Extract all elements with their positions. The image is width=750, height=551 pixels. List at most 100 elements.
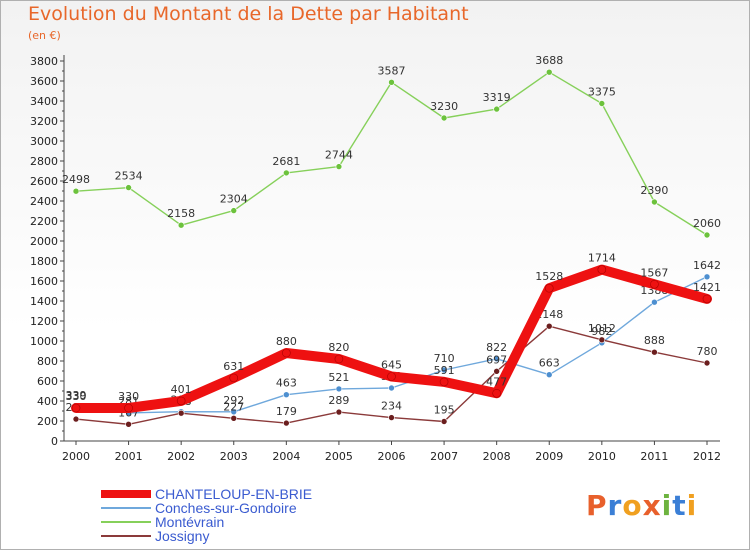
data-label-chanteloup-en-brie: 1714 xyxy=(588,252,616,265)
y-tick-label: 200 xyxy=(37,415,58,428)
data-label-chanteloup-en-brie: 330 xyxy=(118,390,139,403)
y-tick-label: 3000 xyxy=(30,135,58,148)
data-label-chanteloup-en-brie: 330 xyxy=(66,390,87,403)
point-montevrain xyxy=(703,231,711,239)
point-montevrain xyxy=(230,207,238,214)
data-label-montevrain: 2498 xyxy=(62,173,90,186)
data-label-chanteloup-en-brie: 880 xyxy=(276,335,297,348)
point-montevrain xyxy=(651,198,658,206)
x-tick-label: 2009 xyxy=(535,450,563,463)
point-montevrain xyxy=(125,184,132,191)
data-label-conches-sur-gondoire: 339 xyxy=(66,389,87,402)
point-conches-sur-gondoire xyxy=(545,371,553,379)
point-jossigny xyxy=(493,367,500,375)
data-label-chanteloup-en-brie: 1528 xyxy=(535,270,563,283)
point-conches-sur-gondoire xyxy=(335,385,343,393)
chart-title: Evolution du Montant de la Dette par Hab… xyxy=(28,3,469,25)
point-chanteloup-en-brie xyxy=(176,396,186,406)
x-tick-label: 2000 xyxy=(62,450,90,463)
data-label-chanteloup-en-brie: 1421 xyxy=(693,281,721,294)
x-tick-label: 2008 xyxy=(483,450,511,463)
x-tick-label: 2011 xyxy=(640,450,668,463)
y-tick-label: 1000 xyxy=(30,335,58,348)
point-chanteloup-en-brie xyxy=(282,348,291,358)
data-label-conches-sur-gondoire: 1642 xyxy=(693,259,721,272)
point-jossigny xyxy=(703,359,711,367)
data-label-conches-sur-gondoire: 982 xyxy=(591,325,612,338)
x-tick-label: 2012 xyxy=(693,450,721,463)
point-conches-sur-gondoire xyxy=(230,408,238,416)
point-jossigny xyxy=(651,348,658,356)
point-jossigny xyxy=(335,408,343,416)
data-label-jossigny: 1012 xyxy=(588,322,616,335)
y-tick-label: 3600 xyxy=(30,75,58,88)
point-montevrain xyxy=(177,221,185,229)
y-tick-label: 600 xyxy=(37,375,58,388)
y-tick-label: 3800 xyxy=(30,55,58,68)
data-label-montevrain: 2060 xyxy=(693,217,721,230)
proxiti-logo: Proxiti xyxy=(586,489,698,522)
data-label-chanteloup-en-brie: 477 xyxy=(486,375,507,388)
data-label-conches-sur-gondoire: 521 xyxy=(328,371,349,384)
point-chanteloup-en-brie xyxy=(229,373,239,383)
y-tick-label: 2200 xyxy=(30,215,58,228)
data-label-montevrain: 2158 xyxy=(167,207,195,220)
x-tick-label: 2005 xyxy=(325,450,353,463)
data-label-chanteloup-en-brie: 631 xyxy=(223,360,244,373)
point-montevrain xyxy=(440,114,448,122)
data-label-montevrain: 2744 xyxy=(325,149,353,162)
legend-label-conches-sur-gondoire: Conches-sur-Gondoire xyxy=(155,500,297,516)
y-tick-label: 1800 xyxy=(30,255,58,268)
point-jossigny xyxy=(230,414,238,422)
data-label-montevrain: 3375 xyxy=(588,86,616,99)
chart-subtitle: (en €) xyxy=(28,29,61,42)
point-jossigny xyxy=(388,414,395,421)
point-chanteloup-en-brie xyxy=(544,283,554,293)
point-montevrain xyxy=(598,100,606,107)
x-tick-label: 2002 xyxy=(167,450,195,463)
data-label-jossigny: 195 xyxy=(434,404,455,417)
point-chanteloup-en-brie xyxy=(597,265,607,274)
data-label-jossigny: 697 xyxy=(486,353,507,366)
point-conches-sur-gondoire xyxy=(283,391,290,399)
y-tick-label: 1400 xyxy=(30,295,58,308)
point-conches-sur-gondoire xyxy=(651,298,658,306)
y-tick-label: 2800 xyxy=(30,155,58,168)
x-tick-label: 2001 xyxy=(115,450,143,463)
point-conches-sur-gondoire xyxy=(493,355,500,363)
data-label-montevrain: 2534 xyxy=(115,170,143,183)
point-montevrain xyxy=(283,169,290,177)
point-jossigny xyxy=(72,415,80,423)
y-tick-label: 1600 xyxy=(30,275,58,288)
data-label-jossigny: 227 xyxy=(223,400,244,413)
data-label-montevrain: 2304 xyxy=(220,193,248,206)
point-montevrain xyxy=(545,68,553,76)
point-conches-sur-gondoire xyxy=(440,366,448,374)
point-chanteloup-en-brie xyxy=(124,403,133,413)
data-label-jossigny: 234 xyxy=(381,400,402,413)
y-tick-label: 3400 xyxy=(30,95,58,108)
point-conches-sur-gondoire xyxy=(388,384,395,392)
data-label-jossigny: 179 xyxy=(276,405,297,418)
data-label-conches-sur-gondoire: 663 xyxy=(539,357,560,370)
data-label-montevrain: 2681 xyxy=(272,155,300,168)
x-tick-label: 2007 xyxy=(430,450,458,463)
data-label-conches-sur-gondoire: 822 xyxy=(486,341,507,354)
y-tick-label: 3200 xyxy=(30,115,58,128)
point-chanteloup-en-brie xyxy=(492,388,501,398)
point-chanteloup-en-brie xyxy=(334,354,344,364)
x-tick-label: 2006 xyxy=(378,450,406,463)
point-jossigny xyxy=(545,322,553,330)
x-tick-label: 2004 xyxy=(272,450,300,463)
legend-label-jossigny: Jossigny xyxy=(155,528,209,544)
data-label-conches-sur-gondoire: 463 xyxy=(276,377,297,390)
point-montevrain xyxy=(72,187,80,195)
data-label-chanteloup-en-brie: 645 xyxy=(381,359,402,372)
point-chanteloup-en-brie xyxy=(387,372,396,381)
data-label-montevrain: 3230 xyxy=(430,100,458,113)
y-tick-label: 0 xyxy=(51,435,58,448)
point-chanteloup-en-brie xyxy=(439,377,449,387)
y-tick-label: 400 xyxy=(37,395,58,408)
legend-label-chanteloup-en-brie: CHANTELOUP-EN-BRIE xyxy=(155,486,312,502)
